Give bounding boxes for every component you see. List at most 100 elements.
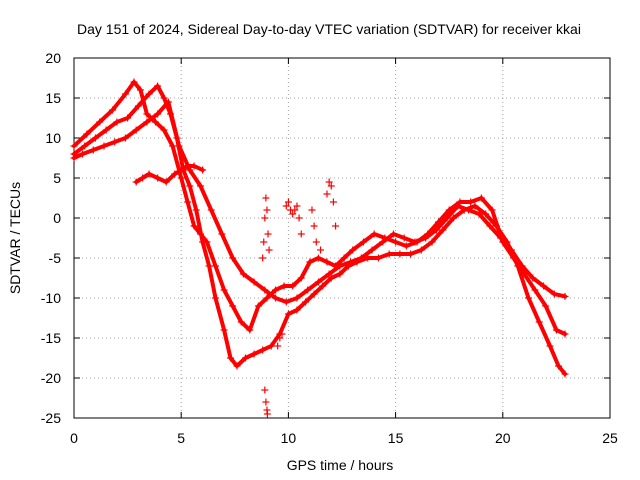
y-tick-label: 15 — [45, 90, 61, 106]
x-axis-label: GPS time / hours — [287, 457, 394, 473]
plus-marker — [327, 274, 335, 282]
plus-marker — [325, 178, 333, 186]
plus-marker — [109, 106, 117, 114]
plus-marker — [113, 118, 121, 126]
plus-marker — [263, 206, 271, 214]
plus-marker — [302, 298, 310, 306]
plus-marker — [402, 242, 410, 250]
plus-marker — [561, 330, 569, 338]
plus-marker — [192, 206, 200, 214]
plus-marker — [445, 206, 453, 214]
y-tick-label: 10 — [45, 130, 61, 146]
plus-marker — [340, 254, 348, 262]
series-track-a — [70, 78, 569, 338]
plus-marker — [471, 202, 479, 210]
x-tick-label: 10 — [281, 430, 297, 446]
plus-marker — [306, 258, 314, 266]
plus-marker — [162, 178, 170, 186]
plus-marker — [278, 330, 286, 338]
plus-marker — [310, 222, 318, 230]
plus-marker — [323, 258, 331, 266]
plus-marker — [347, 258, 355, 266]
plus-marker — [497, 234, 505, 242]
plus-marker — [229, 254, 237, 262]
plus-marker — [535, 318, 543, 326]
plus-marker — [482, 210, 490, 218]
x-tick-label: 20 — [495, 430, 511, 446]
plus-marker — [291, 206, 299, 214]
plus-marker — [552, 326, 560, 334]
plus-marker — [561, 292, 569, 300]
x-tick-label: 5 — [177, 430, 185, 446]
plus-marker — [289, 282, 297, 290]
plus-marker — [284, 198, 292, 206]
plus-marker — [317, 246, 325, 254]
y-axis-label: SDTVAR / TECUs — [7, 182, 23, 294]
plus-marker — [265, 246, 273, 254]
plus-marker — [83, 130, 91, 138]
plus-marker — [439, 226, 447, 234]
plus-marker — [272, 286, 280, 294]
plus-marker — [475, 210, 483, 218]
plus-marker — [212, 294, 220, 302]
plus-marker — [177, 174, 185, 182]
plus-marker — [177, 166, 185, 174]
plus-marker — [314, 254, 322, 262]
plus-marker — [89, 146, 97, 154]
plus-marker — [280, 282, 288, 290]
plus-marker — [134, 102, 142, 110]
plus-marker — [336, 270, 344, 278]
y-tick-label: 5 — [53, 170, 61, 186]
y-tick-label: 0 — [53, 210, 61, 226]
y-tick-label: -5 — [49, 250, 62, 266]
plus-marker — [282, 202, 290, 210]
plus-marker — [492, 222, 500, 230]
plus-marker — [488, 206, 496, 214]
plus-marker — [379, 238, 387, 246]
plus-marker — [186, 182, 194, 190]
plus-marker — [555, 362, 563, 370]
plus-marker — [212, 262, 220, 270]
plus-marker — [550, 290, 558, 298]
y-tick-label: -10 — [41, 290, 61, 306]
plus-marker — [184, 162, 192, 170]
plus-marker — [246, 326, 254, 334]
plus-marker — [81, 142, 89, 150]
plus-marker — [229, 302, 237, 310]
plus-marker — [310, 290, 318, 298]
plus-marker — [540, 282, 548, 290]
plus-marker — [199, 238, 207, 246]
plus-marker — [154, 174, 162, 182]
plus-marker — [274, 342, 282, 350]
plus-marker — [218, 230, 226, 238]
x-tick-label: 0 — [70, 430, 78, 446]
plus-marker — [477, 194, 485, 202]
grid-lines — [74, 58, 610, 418]
plus-marker — [304, 286, 312, 294]
axis-ticks — [73, 57, 611, 419]
plus-marker — [220, 326, 228, 334]
chart-title: Day 151 of 2024, Sidereal Day-to-day VTE… — [77, 21, 581, 37]
x-tick-labels: 0 5 10 15 20 25 — [70, 430, 618, 446]
plus-marker — [327, 182, 335, 190]
plus-marker — [261, 286, 269, 294]
series-track-c — [70, 98, 569, 306]
plus-marker — [79, 150, 87, 158]
plus-marker — [312, 238, 320, 246]
series-track-d — [132, 162, 207, 186]
plus-marker — [293, 202, 301, 210]
plus-marker — [175, 142, 183, 150]
plus-marker — [199, 166, 207, 174]
plus-marker — [546, 342, 554, 350]
x-tick-label: 25 — [602, 430, 618, 446]
plus-marker — [263, 294, 271, 302]
plus-marker — [542, 302, 550, 310]
plus-marker — [411, 238, 419, 246]
y-tick-labels: 20 15 10 5 0 -5 -10 -15 -20 -25 — [41, 50, 61, 426]
plus-marker — [237, 318, 245, 326]
plus-marker — [259, 254, 267, 262]
plus-marker — [561, 370, 569, 378]
plus-marker — [396, 250, 404, 258]
plus-marker — [293, 306, 301, 314]
plus-marker — [151, 118, 159, 126]
